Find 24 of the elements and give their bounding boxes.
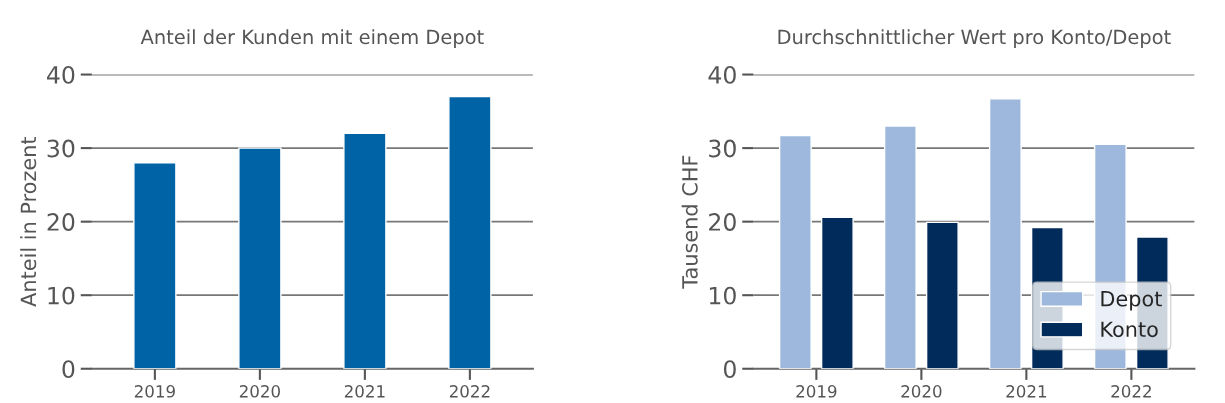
y-tick-label: 0 <box>62 360 75 379</box>
legend-label: Konto <box>1101 321 1158 338</box>
legend-label: Depot <box>1101 291 1162 311</box>
x-tick-label: 2021 <box>1006 385 1047 398</box>
y-axis-title: Tausend CHF <box>681 155 698 289</box>
y-tick-label: 20 <box>47 213 75 231</box>
y-tick-label: 40 <box>708 66 736 84</box>
chart-title: Durchschnittlicher Wert pro Konto/Depot <box>778 29 1171 49</box>
y-tick-label: 30 <box>709 139 736 158</box>
x-tick-label: 2019 <box>796 385 837 398</box>
y-tick-label: 0 <box>723 360 736 379</box>
x-tick-label: 2019 <box>134 385 175 398</box>
x-tick-label: 2020 <box>239 385 280 398</box>
x-tick-label: 2020 <box>901 385 942 398</box>
x-tick-label: 2022 <box>1111 385 1151 398</box>
y-tick-label: 10 <box>709 286 736 305</box>
y-tick-label: 30 <box>47 139 75 158</box>
y-axis-title: Anteil in Prozent <box>20 136 37 307</box>
chart-title: Anteil der Kunden mit einem Depot <box>140 29 484 49</box>
y-tick-label: 20 <box>709 213 736 231</box>
x-tick-label: 2022 <box>449 385 490 398</box>
y-tick-label: 40 <box>47 66 75 84</box>
y-tick-label: 10 <box>48 286 75 305</box>
x-tick-label: 2021 <box>344 385 385 398</box>
